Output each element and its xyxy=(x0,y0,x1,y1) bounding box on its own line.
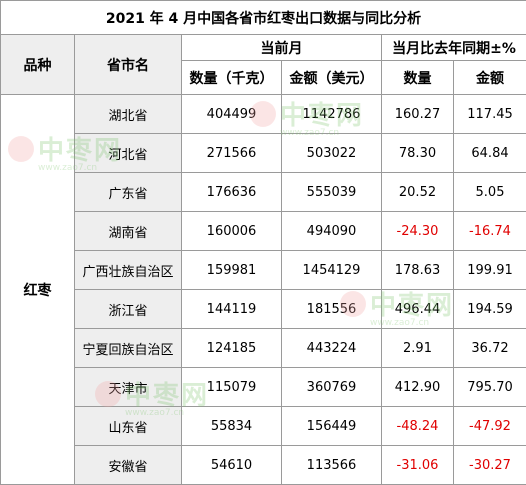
yoy-qty-cell: 412.90 xyxy=(381,367,454,407)
header-variety: 品种 xyxy=(0,34,75,95)
table-row: 湖南省 160006 494090 -24.30 -16.74 xyxy=(1,211,526,251)
header-yoy-qty: 数量 xyxy=(381,60,454,95)
province-cell: 浙江省 xyxy=(74,289,182,329)
yoy-amount-cell: 117.45 xyxy=(452,94,526,134)
amount-cell: 360769 xyxy=(281,367,382,407)
amount-cell: 1142786 xyxy=(281,94,382,134)
yoy-qty-cell: 178.63 xyxy=(381,250,454,290)
yoy-amount-cell: 795.70 xyxy=(452,367,526,407)
province-cell: 广西壮族自治区 xyxy=(74,250,182,290)
amount-cell: 443224 xyxy=(281,328,382,368)
province-cell: 河北省 xyxy=(74,133,182,173)
table-row: 天津市 115079 360769 412.90 795.70 xyxy=(1,367,526,407)
province-cell: 安徽省 xyxy=(74,445,182,485)
amount-cell: 494090 xyxy=(281,211,382,251)
yoy-qty-cell: -24.30 xyxy=(381,211,454,251)
header-yoy-amount: 金额 xyxy=(452,60,526,95)
province-cell: 湖南省 xyxy=(74,211,182,251)
yoy-qty-cell: -48.24 xyxy=(381,406,454,446)
qty-cell: 271566 xyxy=(181,133,282,173)
yoy-qty-cell: 496.44 xyxy=(381,289,454,329)
qty-cell: 115079 xyxy=(181,367,282,407)
qty-cell: 55834 xyxy=(181,406,282,446)
yoy-qty-cell: 78.30 xyxy=(381,133,454,173)
qty-cell: 160006 xyxy=(181,211,282,251)
qty-cell: 159981 xyxy=(181,250,282,290)
amount-cell: 1454129 xyxy=(281,250,382,290)
table-title: 2021 年 4 月中国各省市红枣出口数据与同比分析 xyxy=(0,0,526,35)
yoy-amount-cell: 64.84 xyxy=(452,133,526,173)
yoy-amount-cell: 194.59 xyxy=(452,289,526,329)
yoy-amount-cell: 5.05 xyxy=(452,172,526,212)
header-province: 省市名 xyxy=(74,34,182,95)
header-current-month: 当前月 xyxy=(181,34,382,61)
yoy-qty-cell: 2.91 xyxy=(381,328,454,368)
table-row: 广东省 176636 555039 20.52 5.05 xyxy=(1,172,526,212)
table-row: 山东省 55834 156449 -48.24 -47.92 xyxy=(1,406,526,446)
table-row: 河北省 271566 503022 78.30 64.84 xyxy=(1,133,526,173)
province-cell: 广东省 xyxy=(74,172,182,212)
yoy-qty-cell: 20.52 xyxy=(381,172,454,212)
amount-cell: 156449 xyxy=(281,406,382,446)
qty-cell: 176636 xyxy=(181,172,282,212)
header-qty: 数量（千克） xyxy=(181,60,282,95)
amount-cell: 555039 xyxy=(281,172,382,212)
amount-cell: 113566 xyxy=(281,445,382,485)
amount-cell: 181556 xyxy=(281,289,382,329)
yoy-amount-cell: 36.72 xyxy=(452,328,526,368)
province-cell: 山东省 xyxy=(74,406,182,446)
province-cell: 湖北省 xyxy=(74,94,182,134)
yoy-amount-cell: -16.74 xyxy=(452,211,526,251)
qty-cell: 404499 xyxy=(181,94,282,134)
yoy-amount-cell: -47.92 xyxy=(452,406,526,446)
table-row: 浙江省 144119 181556 496.44 194.59 xyxy=(1,289,526,329)
qty-cell: 124185 xyxy=(181,328,282,368)
yoy-amount-cell: 199.91 xyxy=(452,250,526,290)
qty-cell: 54610 xyxy=(181,445,282,485)
yoy-qty-cell: 160.27 xyxy=(381,94,454,134)
header-amount: 金额（美元） xyxy=(281,60,382,95)
qty-cell: 144119 xyxy=(181,289,282,329)
table-row: 红枣 湖北省 404499 1142786 160.27 117.45 xyxy=(0,94,526,485)
variety-cell: 红枣 xyxy=(0,94,75,485)
table-row: 宁夏回族自治区 124185 443224 2.91 36.72 xyxy=(1,328,526,368)
table-row: 安徽省 54610 113566 -31.06 -30.27 xyxy=(1,445,526,485)
header-yoy: 当月比去年同期±% xyxy=(380,34,526,61)
province-cell: 天津市 xyxy=(74,367,182,407)
province-cell: 宁夏回族自治区 xyxy=(74,328,182,368)
yoy-amount-cell: -30.27 xyxy=(452,445,526,485)
amount-cell: 503022 xyxy=(281,133,382,173)
yoy-qty-cell: -31.06 xyxy=(381,445,454,485)
table-row: 广西壮族自治区 159981 1454129 178.63 199.91 xyxy=(1,250,526,290)
